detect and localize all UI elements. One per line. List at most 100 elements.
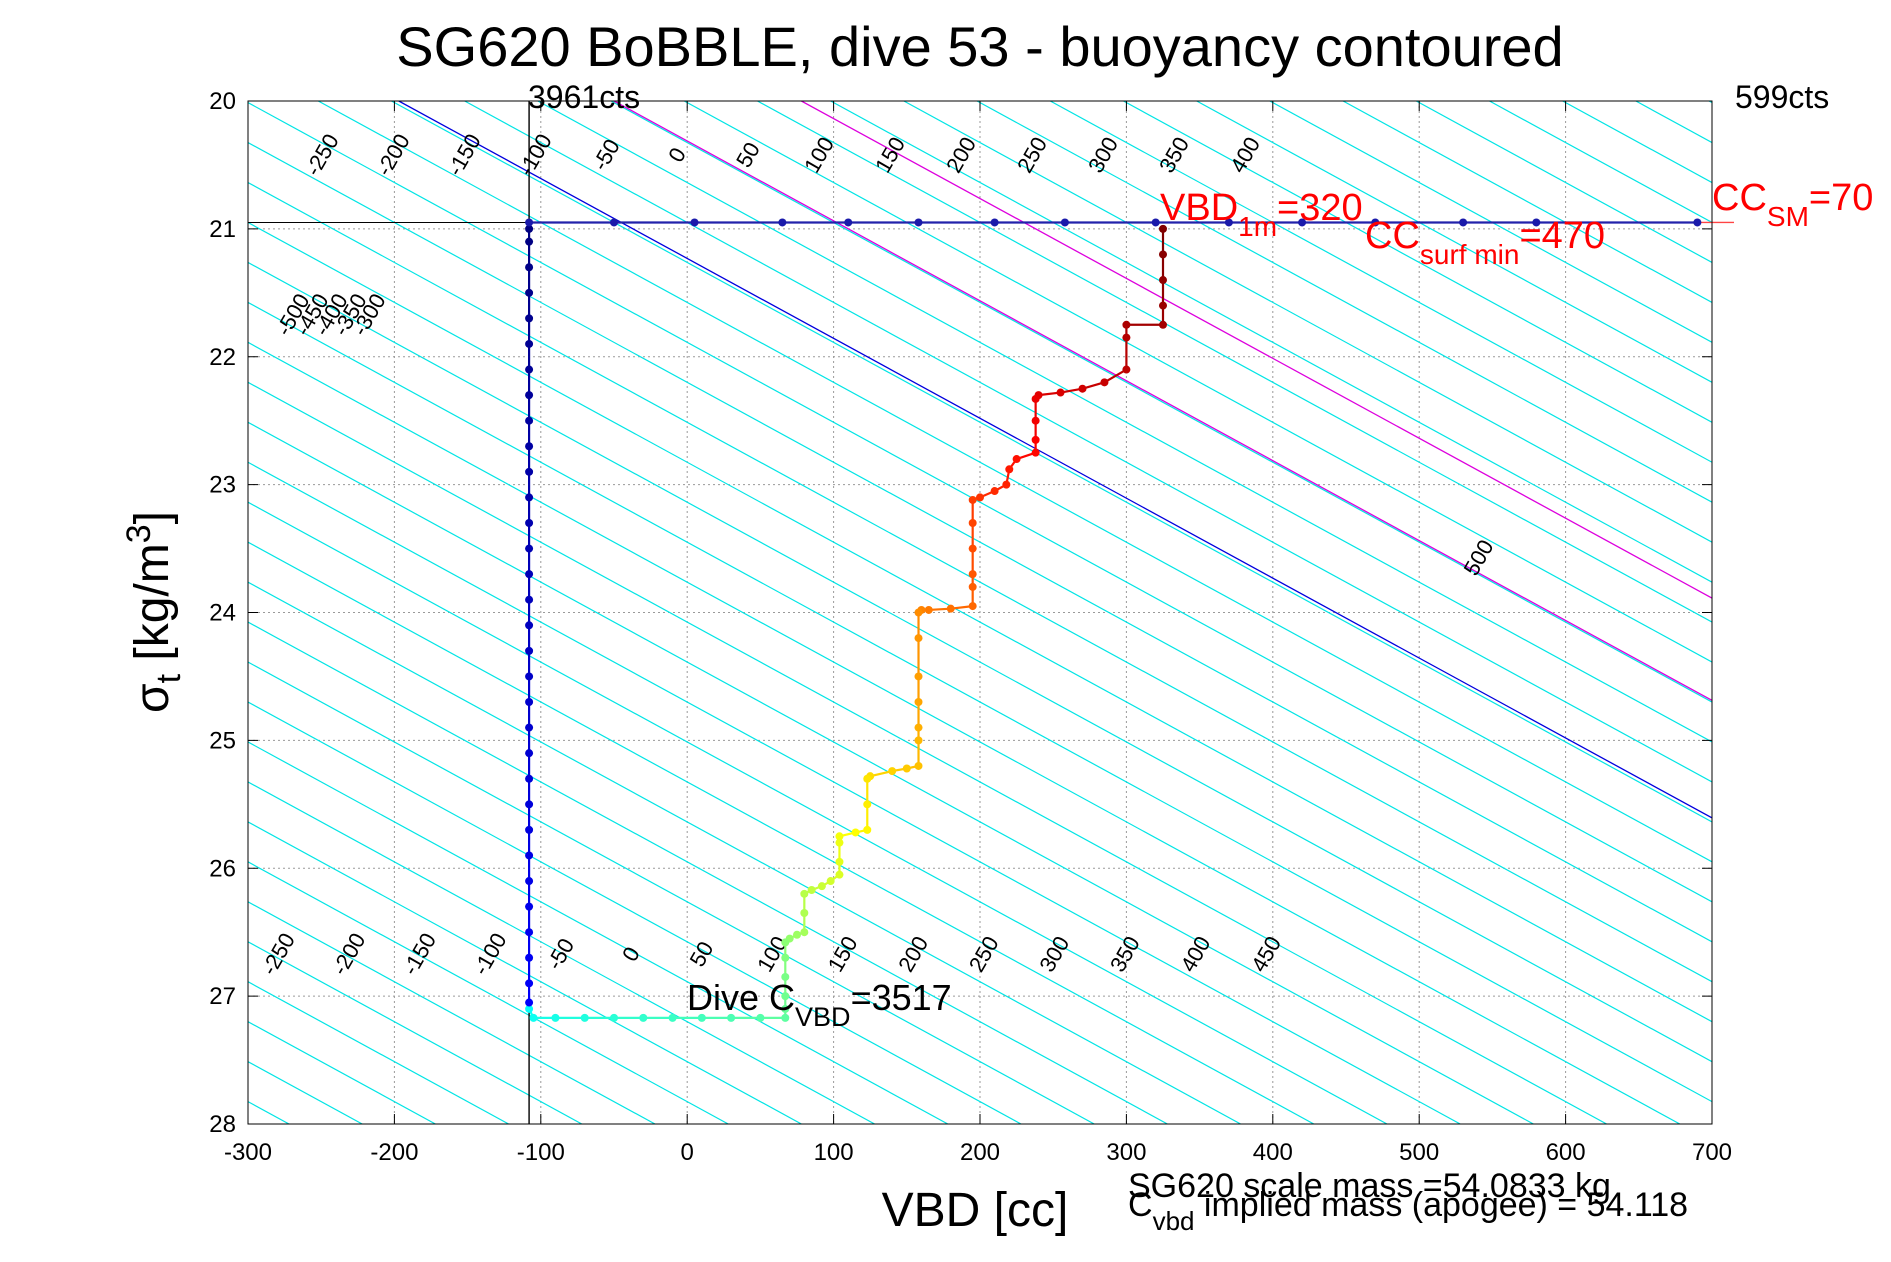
descent-point [668, 1013, 677, 1022]
contour-line [683, 101, 1712, 663]
contour-line [1782, 101, 1891, 1124]
contour-line [248, 221, 1712, 1023]
contour-line [610, 101, 1712, 703]
descent-point [781, 938, 790, 947]
descent-point [968, 570, 977, 579]
ascent-point [525, 928, 534, 937]
ascent-point [525, 646, 534, 655]
x-tick-label: 500 [1399, 1139, 1439, 1166]
descent-point [863, 774, 872, 783]
descent-point [851, 828, 860, 837]
y-tick-label: 25 [209, 727, 236, 754]
y-tick-label: 23 [209, 472, 236, 499]
descent-point [914, 761, 923, 770]
x-tick-label: 400 [1253, 1139, 1293, 1166]
contour-line [757, 101, 1712, 623]
descent-point [835, 832, 844, 841]
contour-line [248, 901, 656, 1124]
y-tick-label: 20 [209, 88, 236, 115]
y-tick-label: 27 [209, 983, 236, 1010]
y-tick-label: 28 [209, 1111, 236, 1138]
x-tick-label: 200 [960, 1139, 1000, 1166]
ascent-point [525, 237, 534, 246]
x-tick-label: -200 [370, 1139, 418, 1166]
surface-point [778, 218, 787, 227]
descent-point [990, 487, 999, 496]
ascent-point [525, 851, 534, 860]
cc-line [613, 101, 1712, 702]
contour-line [464, 101, 1712, 783]
descent-point [863, 800, 872, 809]
contour-line [0, 101, 143, 1124]
descent-point [902, 764, 911, 773]
ascent-point [525, 544, 534, 553]
axis-ticks: -300 -200 -100 0 100 200 300 400 500 600 700 20 21 22… [209, 88, 1732, 1166]
ascent-point [525, 998, 534, 1007]
descent-point [1159, 250, 1167, 259]
ascent-point [525, 877, 534, 886]
surface-point [1151, 218, 1160, 227]
contour-line [537, 101, 1712, 743]
vbd-1m-value: =320 [1277, 187, 1363, 229]
contour-line [976, 101, 1712, 503]
descent-point [1012, 455, 1021, 464]
ascent-point [525, 749, 534, 758]
descent-point [781, 972, 790, 981]
contour-line [1855, 101, 1891, 1124]
ascent-point [525, 902, 534, 911]
descent-point [914, 608, 923, 617]
contour-line [248, 301, 1712, 1103]
ascent-point [525, 621, 534, 630]
ascent-point [525, 391, 534, 400]
descent-point [863, 825, 872, 834]
y-axis-label: σt [kg/m3] [120, 511, 188, 713]
y-axis-label-sup: 3 [120, 524, 158, 543]
descent-point [800, 928, 809, 937]
ascent-point [525, 365, 534, 374]
contour-line [248, 461, 1461, 1124]
contour-line [1269, 101, 1712, 344]
descent-point [1100, 378, 1109, 387]
contour-line [248, 381, 1607, 1124]
descent-point [781, 992, 790, 1001]
descent-point [914, 634, 923, 643]
contour-line [248, 581, 1241, 1124]
vbd-1m-annotation: VBD1m=320 [1160, 187, 1363, 242]
descent-point [1122, 365, 1131, 374]
density-contours [0, 101, 1891, 1124]
descent-point [1078, 384, 1087, 393]
ascent-point [525, 518, 534, 527]
descent-point [968, 518, 977, 527]
cc-sm-base: CC [1712, 177, 1767, 219]
descent-point [914, 698, 923, 707]
descent-point [1031, 394, 1040, 403]
contour-line [1708, 101, 1712, 104]
vbd-max-label: 599cts [1735, 79, 1829, 115]
descent-point [835, 838, 844, 847]
descent-point [781, 1004, 790, 1013]
contour-line [248, 661, 1095, 1124]
implied-mass-note: Cvbd implied mass (apogee) = 54.118 [1128, 1186, 1688, 1236]
ascent-point [525, 825, 534, 834]
grid [248, 101, 1712, 1124]
descent-point [1122, 333, 1131, 342]
descent-point [1031, 416, 1040, 425]
x-tick-label: -300 [224, 1139, 272, 1166]
contour-line [248, 621, 1168, 1124]
y-axis-label-unit: [kg/m [126, 543, 179, 674]
dive-c-vbd-value: =3517 [851, 977, 952, 1018]
contour-line [248, 701, 1022, 1124]
descent-point [781, 1013, 790, 1022]
cc-surf-min-sub: surf min [1420, 239, 1520, 270]
contour-line [830, 101, 1712, 583]
contour-line [248, 261, 1712, 1063]
contour-line [248, 781, 875, 1124]
implied-mass-base: C [1128, 1186, 1153, 1224]
ascent-point [525, 723, 534, 732]
contour-line [248, 741, 949, 1124]
descent-point [1005, 465, 1014, 474]
y-axis-label-base: σ [126, 683, 179, 713]
descent-point [968, 495, 977, 504]
surface-point [844, 218, 853, 227]
descent-point [835, 857, 844, 866]
